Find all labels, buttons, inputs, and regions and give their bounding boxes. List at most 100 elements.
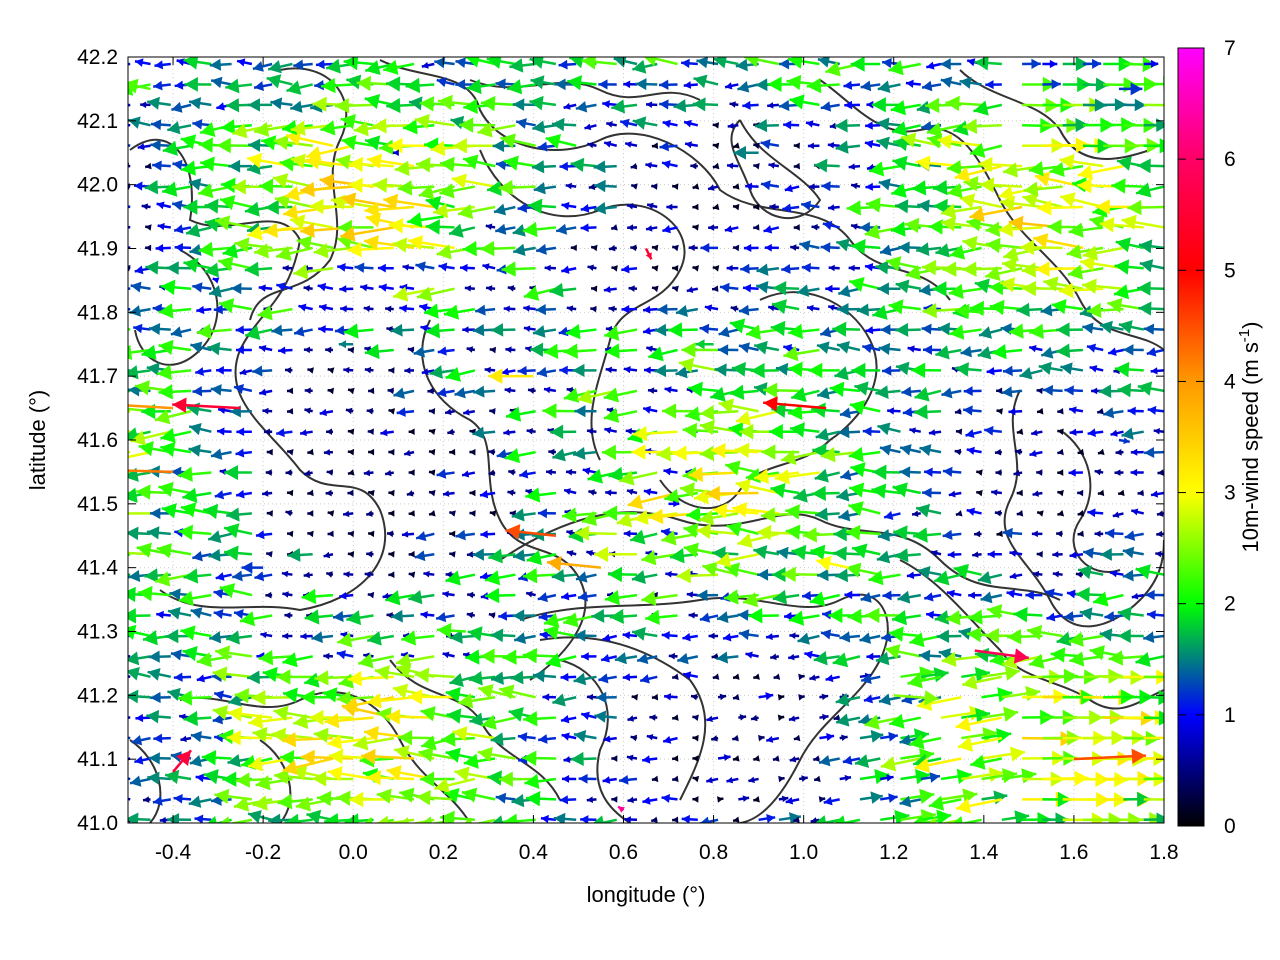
wind-vector — [147, 667, 172, 681]
wind-vector — [859, 791, 883, 804]
wind-vector — [535, 303, 556, 316]
wind-vector — [859, 632, 881, 644]
wind-vector — [1139, 259, 1164, 273]
wind-vector — [955, 428, 963, 436]
wind-vector — [323, 449, 334, 456]
wind-vector — [183, 199, 212, 215]
wind-vector — [788, 715, 800, 722]
wind-vector — [1002, 246, 1043, 262]
wind-vector — [758, 692, 774, 701]
wind-vector — [922, 302, 962, 319]
wind-vector — [265, 469, 273, 476]
wind-vector — [334, 97, 374, 114]
wind-vector — [877, 529, 901, 542]
wind-vector — [337, 262, 354, 272]
wind-vector — [128, 608, 151, 624]
wind-vector — [565, 468, 577, 476]
wind-vector — [883, 510, 901, 520]
x-tick-label: -0.4 — [155, 841, 192, 864]
wind-vector — [130, 430, 172, 446]
wind-vector — [1143, 675, 1164, 679]
wind-vector — [753, 162, 760, 170]
wind-vector — [216, 427, 232, 436]
wind-vector — [495, 78, 516, 90]
wind-vector — [543, 386, 557, 394]
wind-vector — [692, 734, 699, 742]
wind-vector — [347, 346, 355, 354]
wind-vector — [1150, 367, 1164, 375]
wind-vector — [340, 226, 394, 242]
wind-vector-highlight — [172, 397, 241, 413]
wind-vector — [854, 381, 881, 396]
wind-vector — [785, 504, 820, 520]
wind-vector — [913, 527, 942, 543]
wind-vector — [272, 173, 313, 189]
wind-vector — [489, 408, 496, 415]
wind-vector — [693, 74, 719, 89]
wind-vector — [321, 77, 354, 94]
wind-vector — [196, 305, 212, 315]
wind-vector — [666, 203, 678, 211]
wind-vector — [192, 119, 212, 130]
wind-vector — [813, 775, 821, 783]
wind-vector — [325, 58, 354, 74]
wind-vector — [884, 644, 922, 660]
wind-vector — [1135, 651, 1164, 668]
wind-vector — [1008, 407, 1023, 416]
wind-vector — [1064, 385, 1083, 396]
wind-vector — [1143, 777, 1164, 781]
wind-vector — [662, 735, 678, 744]
wind-vector — [928, 817, 962, 823]
wind-vector — [788, 323, 820, 340]
wind-vector — [1083, 547, 1104, 559]
wind-vector — [987, 550, 1002, 559]
wind-vector — [166, 813, 192, 823]
wind-vector — [673, 99, 698, 113]
wind-vector — [507, 285, 516, 292]
wind-vector — [399, 304, 415, 313]
wind-vector — [559, 161, 577, 171]
wind-vector — [519, 469, 536, 479]
wind-vector — [832, 652, 861, 668]
wind-vector — [1036, 510, 1044, 517]
wind-vector — [882, 590, 901, 601]
wind-vector — [879, 244, 901, 256]
wind-vector — [1099, 217, 1144, 233]
wind-vector — [911, 362, 942, 378]
wind-vector — [1051, 298, 1084, 315]
wind-vector — [489, 346, 497, 354]
wind-vector — [428, 408, 436, 415]
wind-vector — [180, 502, 212, 518]
wind-vector — [1060, 362, 1084, 375]
wind-vector — [588, 489, 597, 496]
wind-vector — [745, 182, 759, 191]
wind-vector — [862, 343, 881, 354]
wind-vector — [678, 357, 719, 373]
wind-vector — [549, 282, 577, 298]
wind-vector — [635, 78, 658, 91]
wind-vector — [829, 381, 861, 397]
wind-vector — [949, 324, 982, 340]
wind-vector — [1056, 530, 1063, 538]
wind-vector — [593, 160, 617, 174]
wind-vector — [128, 526, 151, 541]
wind-vector — [522, 647, 556, 664]
wind-vector — [1077, 164, 1124, 181]
wind-vector — [1157, 469, 1164, 476]
wind-vector — [706, 715, 719, 723]
wind-vector — [1137, 280, 1164, 296]
wind-vector — [146, 526, 171, 540]
wind-vector — [305, 144, 354, 162]
wind-vector — [1009, 572, 1023, 580]
wind-vector — [921, 323, 942, 335]
wind-vector — [783, 120, 800, 130]
wind-vector — [165, 629, 192, 644]
wind-vector — [575, 571, 597, 583]
wind-vector — [401, 531, 415, 538]
wind-vector — [244, 201, 273, 217]
y-axis-label: latitude (°) — [25, 390, 50, 491]
wind-vector — [416, 286, 455, 302]
wind-vector — [622, 673, 638, 682]
wind-vector — [692, 755, 699, 762]
wind-vector — [196, 674, 212, 683]
